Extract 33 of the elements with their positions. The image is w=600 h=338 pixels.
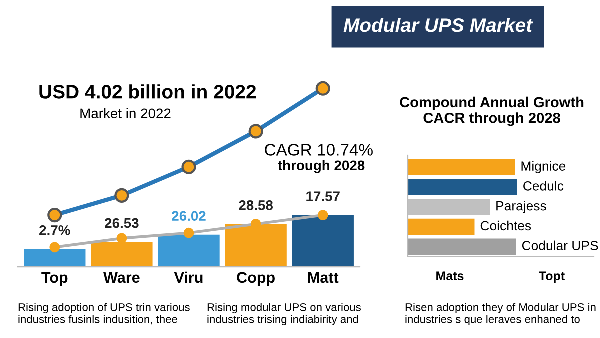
y-tick-label: Codular UPS xyxy=(522,240,598,250)
text: Mats xyxy=(436,272,464,281)
bar xyxy=(408,159,516,176)
annotation: 28.58 xyxy=(239,200,274,210)
x-tick-label: Matt xyxy=(308,272,339,284)
annotation: 2.7% xyxy=(40,225,70,236)
chart-title: Compound Annual Growth CACR through 2028 xyxy=(400,96,584,126)
annotation: 17.57 xyxy=(306,192,340,202)
annotation: 26.02 xyxy=(172,211,206,222)
annotation: CAGR 10.74% xyxy=(265,144,373,156)
text: Modular UPS Market xyxy=(344,18,534,32)
text: Rising modular UPS on various industries trising indiabirity and xyxy=(208,303,361,326)
y-tick-label: Cedulc xyxy=(524,181,564,191)
bar xyxy=(408,218,475,236)
text: Risen adoption they of Modular UPS in industries s que leraves enhaned to xyxy=(406,303,596,326)
text: Topt xyxy=(539,272,565,283)
bar xyxy=(408,179,518,196)
y-tick-label: Parajess xyxy=(496,201,546,214)
bar xyxy=(158,234,220,268)
chart-title: USD 4.02 billion in 2022 xyxy=(40,84,256,99)
bar xyxy=(292,215,354,268)
bar xyxy=(24,249,86,268)
annotation: through 2028 xyxy=(278,160,365,174)
annotation: 26.53 xyxy=(105,218,139,228)
y-tick-label: Mignice xyxy=(522,161,566,174)
text: Market in 2022 xyxy=(80,108,171,119)
bar xyxy=(408,238,516,256)
text: Rising adoption of UPS trin various industries fusinls indusition, thee xyxy=(18,303,190,325)
x-tick-label: Top xyxy=(42,272,68,286)
x-tick-label: Ware xyxy=(104,272,140,284)
x-tick-label: Copp xyxy=(237,272,275,286)
x-tick-label: Viru xyxy=(174,272,203,284)
y-tick-label: Coichtes xyxy=(480,220,532,231)
